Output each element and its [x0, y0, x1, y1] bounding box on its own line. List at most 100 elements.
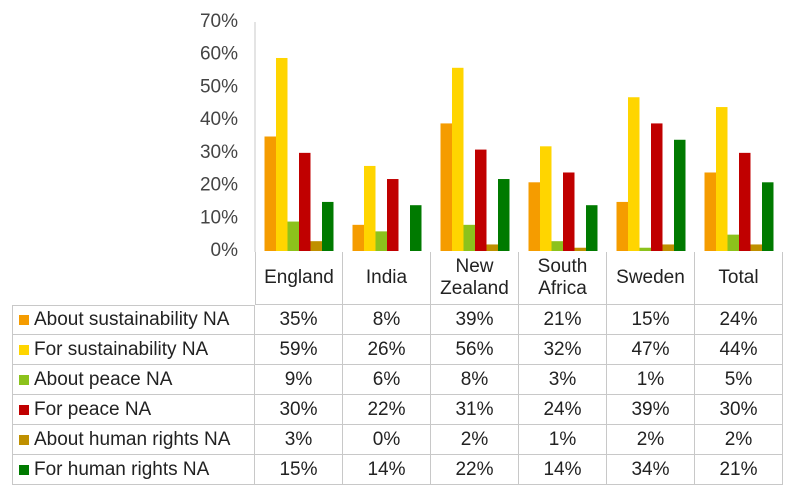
bar [440, 123, 452, 251]
y-tick-label: 70% [200, 11, 238, 32]
data-label: 15% [255, 455, 343, 485]
category-label: England [255, 252, 343, 305]
data-label: 24% [519, 395, 607, 425]
bar [586, 205, 598, 251]
bar [704, 172, 716, 251]
bar [651, 123, 663, 251]
data-label: 22% [431, 455, 519, 485]
bar [287, 221, 299, 251]
bar [762, 182, 774, 251]
bar [364, 165, 376, 251]
legend-key [19, 464, 29, 475]
data-label: 34% [607, 455, 695, 485]
legend-key [19, 374, 29, 385]
bar [264, 136, 276, 251]
bar [299, 152, 311, 251]
data-label: 0% [343, 425, 431, 455]
bar [674, 139, 686, 251]
legend-entry: About sustainability NA [12, 305, 255, 335]
legend-label: About sustainability NA [34, 309, 230, 330]
data-label: 59% [255, 335, 343, 365]
bar [727, 234, 739, 251]
bar [540, 146, 552, 251]
y-tick-label: 30% [200, 142, 238, 163]
bar [639, 247, 651, 251]
bar [310, 241, 322, 251]
legend-entry: For human rights NA [12, 455, 255, 485]
data-label: 31% [431, 395, 519, 425]
data-label: 21% [519, 305, 607, 335]
data-label: 8% [431, 365, 519, 395]
legend-key [19, 315, 29, 325]
data-label: 3% [255, 425, 343, 455]
legend-entry: About peace NA [12, 365, 255, 395]
data-label: 2% [431, 425, 519, 455]
bar [528, 182, 540, 251]
data-label: 39% [607, 395, 695, 425]
y-tick-label: 10% [200, 207, 238, 228]
category-label: India [343, 252, 431, 305]
bar [750, 244, 762, 251]
bar [452, 67, 464, 251]
bar [322, 201, 334, 251]
bar [387, 179, 399, 251]
legend-label: About human rights NA [34, 428, 231, 450]
bar [410, 205, 422, 251]
data-label: 15% [607, 305, 695, 335]
y-tick-label: 50% [200, 76, 238, 97]
category-label: South Africa [519, 252, 607, 305]
data-label: 22% [343, 395, 431, 425]
bar [352, 224, 364, 251]
data-label: 5% [695, 365, 783, 395]
legend-key [19, 344, 29, 355]
data-label: 35% [255, 305, 343, 335]
bar [551, 241, 563, 251]
legend-entry: About human rights NA [12, 425, 255, 455]
legend-key [19, 404, 29, 415]
bar [486, 244, 498, 251]
category-label: New Zealand [431, 252, 519, 305]
bar [463, 224, 475, 251]
legend-key [19, 434, 29, 445]
data-label: 32% [519, 335, 607, 365]
legend-label: About peace NA [34, 368, 173, 390]
data-label: 44% [695, 335, 783, 365]
legend-label: For sustainability NA [34, 338, 209, 360]
bar [375, 231, 387, 251]
bar [662, 244, 674, 251]
data-label: 1% [519, 425, 607, 455]
category-label: Sweden [607, 252, 695, 305]
bar [475, 149, 487, 251]
legend-label: For human rights NA [34, 458, 210, 480]
data-label: 2% [695, 425, 783, 455]
bar [563, 172, 575, 251]
data-label: 1% [607, 365, 695, 395]
legend-entry: For peace NA [12, 395, 255, 425]
data-label: 2% [607, 425, 695, 455]
data-label: 14% [343, 455, 431, 485]
data-label: 8% [343, 305, 431, 335]
data-label: 56% [431, 335, 519, 365]
bar [276, 57, 288, 251]
data-label: 39% [431, 305, 519, 335]
y-tick-label: 20% [200, 175, 238, 196]
data-label: 6% [343, 365, 431, 395]
data-label: 21% [695, 455, 783, 485]
data-label: 14% [519, 455, 607, 485]
y-tick-label: 40% [200, 109, 238, 130]
data-label: 30% [255, 395, 343, 425]
y-tick-label: 60% [200, 44, 238, 65]
legend-entry: For sustainability NA [12, 335, 255, 365]
category-label: Total [695, 252, 783, 305]
bar [628, 97, 640, 251]
data-label: 24% [695, 305, 783, 335]
bar [574, 247, 586, 251]
legend-label: For peace NA [34, 398, 152, 420]
bar [739, 152, 751, 251]
data-label: 47% [607, 335, 695, 365]
bar [498, 179, 510, 251]
data-label: 26% [343, 335, 431, 365]
y-tick-label: 0% [211, 240, 239, 261]
